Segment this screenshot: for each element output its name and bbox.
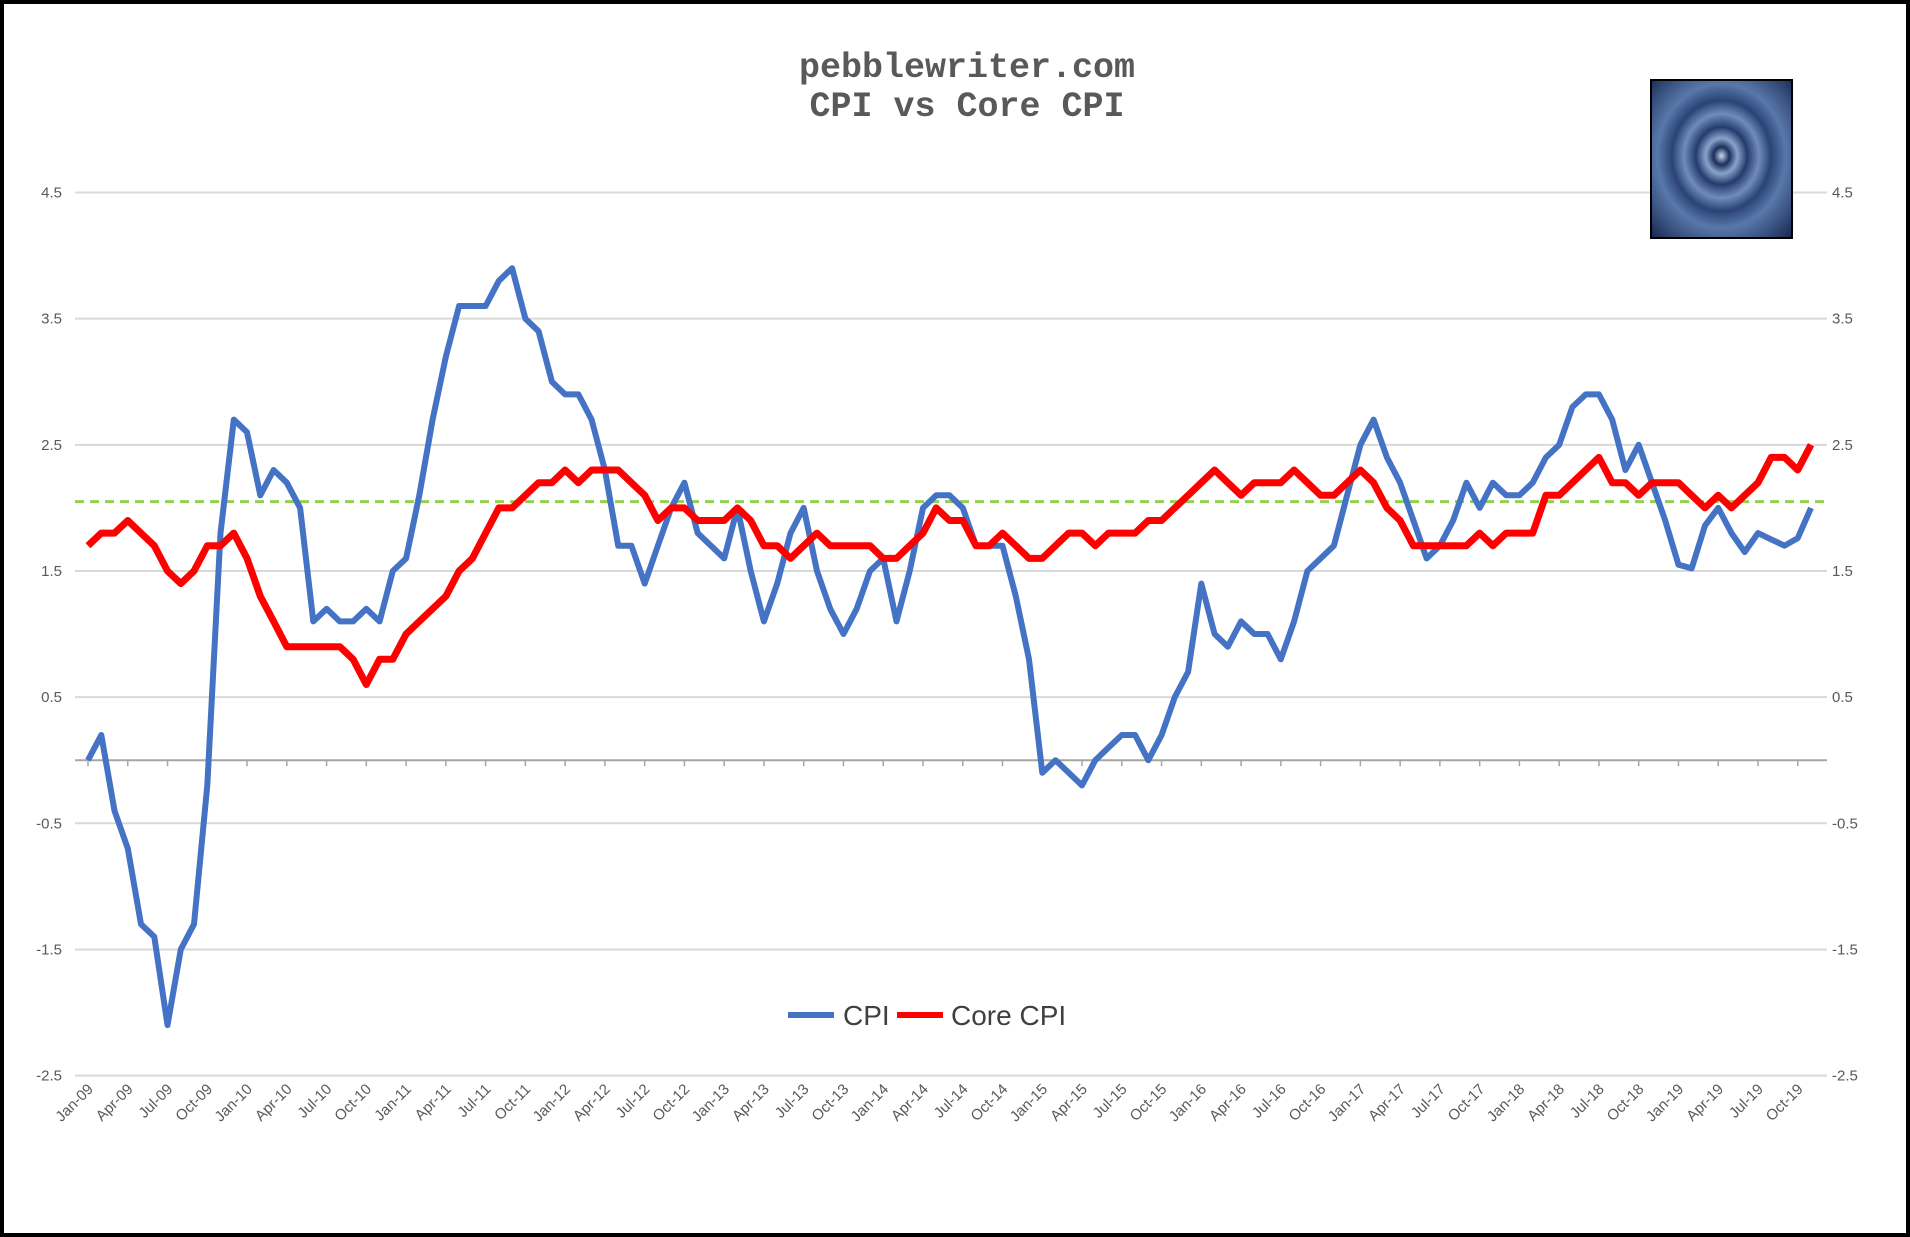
y-tick-label-left: -1.5: [36, 941, 62, 958]
y-tick-label-left: 1.5: [41, 563, 62, 580]
y-tick-label-right: -2.5: [1832, 1068, 1858, 1085]
y-tick-label-left: 4.5: [41, 185, 62, 202]
y-tick-label-right: 4.5: [1832, 185, 1853, 202]
legend-core-cpi-label: Core CPI: [951, 1000, 1066, 1031]
y-tick-label-right: -0.5: [1832, 815, 1858, 832]
pebble-logo: [1650, 79, 1793, 239]
y-tick-label-right: 1.5: [1832, 563, 1853, 580]
legend-cpi-label: CPI: [843, 1000, 890, 1031]
chart-subtitle: CPI vs Core CPI: [809, 87, 1124, 127]
chart-title: pebblewriter.com: [799, 48, 1135, 88]
y-tick-label-left: 0.5: [41, 689, 62, 706]
y-tick-label-left: 3.5: [41, 311, 62, 328]
core-cpi-line: [85, 443, 1815, 688]
y-tick-label-right: -1.5: [1832, 941, 1858, 958]
cpi-line: [85, 265, 1814, 1029]
y-tick-label-left: 2.5: [41, 437, 62, 454]
y-tick-label-right: 0.5: [1832, 689, 1853, 706]
legend: CPI Core CPI: [788, 1000, 1066, 1031]
y-tick-label-left: -0.5: [36, 815, 62, 832]
y-tick-label-left: -2.5: [36, 1068, 62, 1085]
y-tick-label-right: 2.5: [1832, 437, 1853, 454]
y-tick-label-right: 3.5: [1832, 311, 1853, 328]
